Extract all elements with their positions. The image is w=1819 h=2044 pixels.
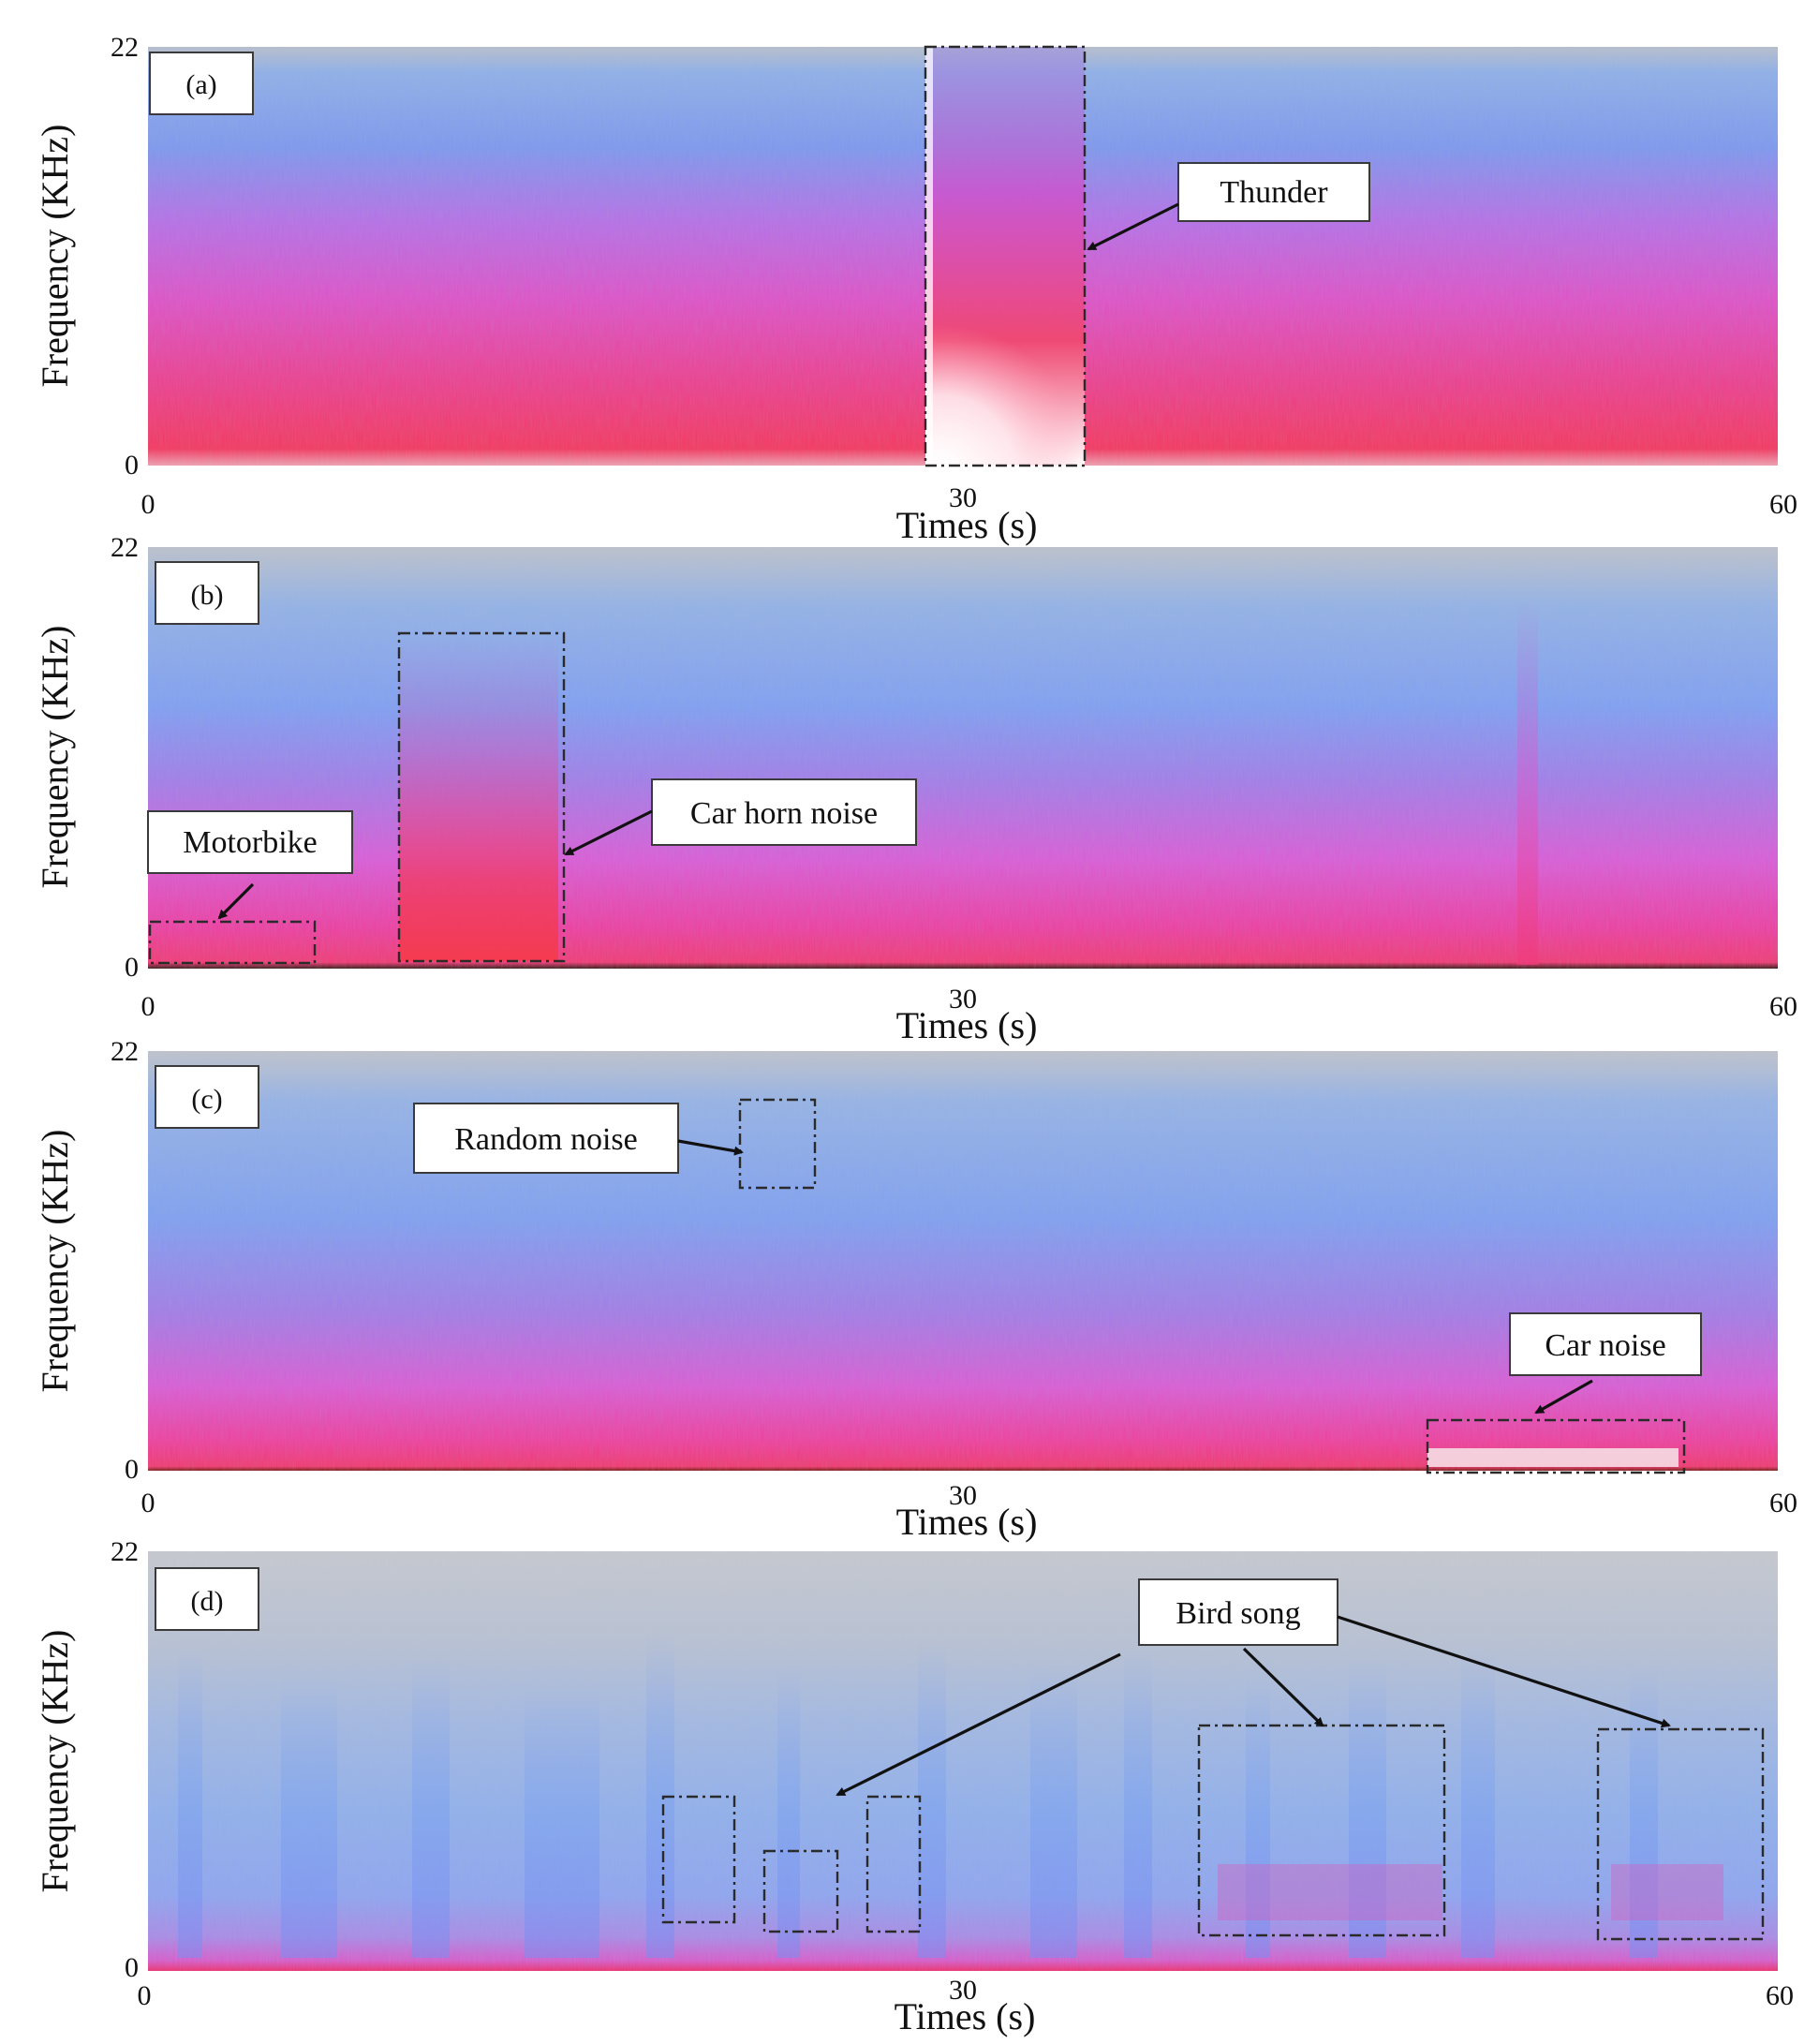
bird-box-3 bbox=[865, 1795, 922, 1933]
annotation-car-horn: Car horn noise bbox=[564, 778, 917, 856]
x-tick-30-a: 30 bbox=[949, 482, 977, 513]
panel-a: (a) Thunder 22 0 Frequency (KHz) 0 30 60… bbox=[34, 32, 1797, 546]
svg-text:Random noise: Random noise bbox=[454, 1122, 637, 1157]
svg-text:Car noise: Car noise bbox=[1545, 1328, 1665, 1363]
x-tick-30-b: 30 bbox=[949, 984, 977, 1015]
y-tick-bottom-c: 0 bbox=[125, 1454, 139, 1485]
panel-c: (c) Random noise Car noise 22 0 Frequenc… bbox=[34, 1036, 1797, 1543]
annotation-car-noise: Car noise bbox=[1509, 1312, 1702, 1415]
x-tick-60-d: 60 bbox=[1766, 1980, 1794, 2011]
random-noise-box bbox=[738, 1098, 817, 1190]
y-tick-top-c: 22 bbox=[111, 1036, 139, 1067]
annotation-motorbike: Motorbike bbox=[147, 810, 353, 920]
svg-text:Bird song: Bird song bbox=[1176, 1596, 1300, 1631]
svg-text:Car horn noise: Car horn noise bbox=[690, 796, 878, 831]
y-label-d: Frequency (KHz) bbox=[34, 1630, 76, 1893]
y-tick-bottom-b: 0 bbox=[125, 952, 139, 983]
thunder-white-line bbox=[925, 47, 933, 466]
svg-text:(c): (c) bbox=[191, 1084, 222, 1115]
x-tick-60-a: 60 bbox=[1769, 489, 1797, 520]
y-label-b: Frequency (KHz) bbox=[34, 626, 76, 889]
panel-b: (b) Motorbike Car horn noise 22 0 Freque… bbox=[34, 532, 1797, 1046]
panel-tag-b: (b) bbox=[155, 561, 259, 625]
bird-box-1 bbox=[661, 1795, 736, 1924]
y-tick-top-a: 22 bbox=[111, 32, 139, 63]
x-tick-0-c: 0 bbox=[141, 1488, 155, 1518]
x-tick-60-b: 60 bbox=[1769, 991, 1797, 1022]
x-label-a: Times (s) bbox=[896, 504, 1038, 546]
spectrogram-c-grain bbox=[148, 1051, 1778, 1471]
svg-text:Thunder: Thunder bbox=[1220, 175, 1328, 210]
svg-text:(b): (b) bbox=[191, 580, 224, 611]
panel-d: (d) Bird song 22 0 Frequency (KHz) 0 30 … bbox=[34, 1536, 1794, 2037]
x-tick-60-c: 60 bbox=[1769, 1488, 1797, 1518]
spectrogram-d-grain bbox=[148, 1551, 1778, 1971]
thunder-box bbox=[924, 45, 1087, 467]
panel-tag-d: (d) bbox=[155, 1567, 259, 1631]
y-tick-bottom-a: 0 bbox=[125, 450, 139, 481]
x-label-d: Times (s) bbox=[895, 1995, 1036, 2037]
x-tick-0-b: 0 bbox=[141, 991, 155, 1022]
car-horn-box bbox=[397, 631, 566, 963]
y-label-a: Frequency (KHz) bbox=[34, 125, 76, 388]
car-noise-energy bbox=[1427, 1448, 1679, 1467]
y-tick-bottom-d: 0 bbox=[125, 1952, 139, 1983]
thunder-white bbox=[925, 309, 1085, 466]
streak-b bbox=[1517, 600, 1538, 965]
panel-tag-c: (c) bbox=[155, 1065, 259, 1129]
horn-energy bbox=[399, 637, 558, 961]
car-noise-box bbox=[1426, 1418, 1686, 1474]
x-label-c: Times (s) bbox=[896, 1501, 1038, 1543]
x-tick-0-a: 0 bbox=[141, 489, 155, 520]
y-label-c: Frequency (KHz) bbox=[34, 1130, 76, 1393]
svg-text:Motorbike: Motorbike bbox=[183, 825, 318, 860]
x-tick-30-d: 30 bbox=[949, 1975, 977, 2006]
motorbike-box bbox=[148, 920, 317, 965]
y-tick-top-d: 22 bbox=[111, 1536, 139, 1567]
bird-streaks bbox=[178, 1630, 1723, 1958]
annotation-bird-song: Bird song bbox=[836, 1578, 1671, 1797]
annotation-thunder: Thunder bbox=[1087, 162, 1370, 251]
x-label-b: Times (s) bbox=[896, 1004, 1038, 1046]
bird-box-2 bbox=[762, 1849, 839, 1933]
svg-text:(d): (d) bbox=[191, 1586, 224, 1617]
annotation-random-noise: Random noise bbox=[413, 1103, 744, 1174]
panel-tag-a: (a) bbox=[149, 52, 254, 115]
svg-text:(a): (a) bbox=[185, 69, 216, 100]
x-tick-30-c: 30 bbox=[949, 1480, 977, 1511]
y-tick-top-b: 22 bbox=[111, 532, 139, 563]
x-tick-0-d: 0 bbox=[138, 1980, 152, 2011]
